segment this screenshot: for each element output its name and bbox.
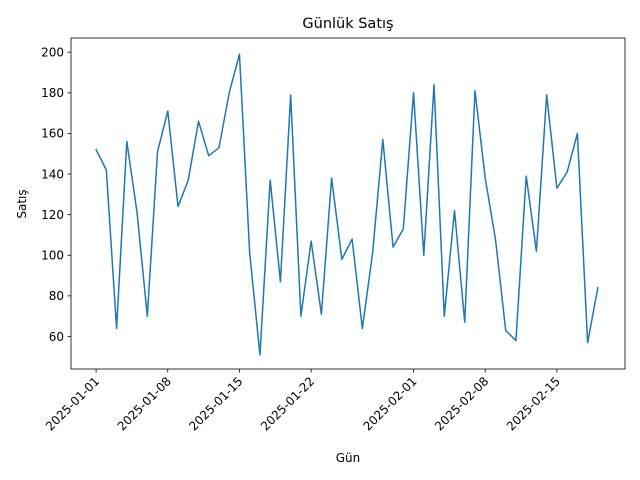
y-tick-label: 200 (41, 46, 64, 60)
plot-area (70, 37, 626, 370)
chart-title: Günlük Satış (302, 16, 393, 32)
y-tick-label: 80 (49, 289, 64, 303)
y-axis: 60 80 100 120 140 160 180 200 (41, 46, 71, 344)
y-tick-label: 100 (41, 249, 64, 263)
y-axis-label: Satış (15, 189, 29, 218)
y-tick-label: 180 (41, 86, 64, 100)
axes-frame (70, 37, 626, 370)
x-axis-label: Gün (336, 451, 361, 465)
y-tick-label: 160 (41, 127, 64, 141)
series-line (95, 53, 599, 356)
y-tick-label: 140 (41, 167, 64, 181)
y-tick-label: 120 (41, 208, 64, 222)
y-tick-label: 60 (49, 330, 64, 344)
